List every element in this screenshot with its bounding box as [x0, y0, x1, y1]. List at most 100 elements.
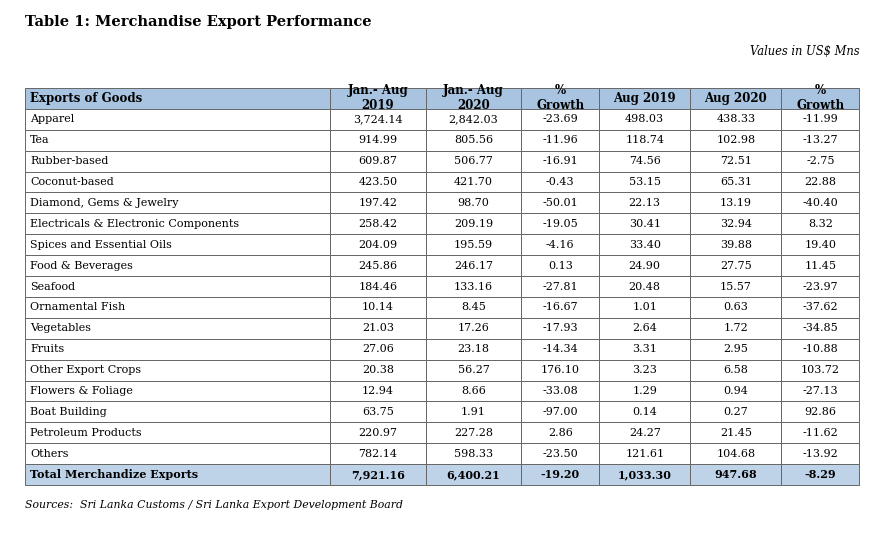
Bar [426, 255, 521, 276]
Text: Total Merchandize Exports: Total Merchandize Exports [30, 469, 198, 480]
Text: -34.85: -34.85 [803, 323, 838, 333]
Bar [25, 276, 330, 297]
Text: Other Export Crops: Other Export Crops [30, 365, 142, 375]
Text: 209.19: 209.19 [454, 219, 493, 229]
Bar [330, 443, 426, 464]
Bar [781, 339, 859, 360]
Bar [25, 422, 330, 443]
Bar [599, 213, 690, 234]
Text: 92.86: 92.86 [804, 407, 836, 417]
Bar [25, 192, 330, 213]
Bar [426, 464, 521, 485]
Bar [25, 130, 330, 151]
Text: Flowers & Foliage: Flowers & Foliage [30, 386, 133, 396]
Text: -50.01: -50.01 [543, 198, 578, 208]
Text: 22.13: 22.13 [628, 198, 661, 208]
Text: 22.88: 22.88 [804, 177, 836, 187]
Text: -23.97: -23.97 [803, 281, 838, 292]
Text: 947.68: 947.68 [714, 469, 758, 480]
Bar [521, 276, 599, 297]
Text: 598.33: 598.33 [454, 449, 493, 458]
Bar [25, 381, 330, 401]
Bar [690, 276, 781, 297]
Bar [690, 88, 781, 109]
Bar [690, 339, 781, 360]
Text: 0.63: 0.63 [723, 302, 749, 313]
Bar [521, 318, 599, 339]
Text: 21.03: 21.03 [362, 323, 394, 333]
Bar [330, 130, 426, 151]
Bar [330, 88, 426, 109]
Text: 72.51: 72.51 [720, 156, 752, 166]
Bar [781, 360, 859, 381]
Text: -11.62: -11.62 [803, 428, 838, 438]
Text: Jan.- Aug
2019: Jan.- Aug 2019 [348, 84, 408, 112]
Bar [690, 318, 781, 339]
Bar [426, 192, 521, 213]
Bar [330, 192, 426, 213]
Bar [521, 234, 599, 255]
Text: 3.23: 3.23 [632, 365, 658, 375]
Bar [781, 234, 859, 255]
Bar [521, 255, 599, 276]
Bar [599, 464, 690, 485]
Bar [25, 213, 330, 234]
Bar [690, 213, 781, 234]
Text: 21.45: 21.45 [720, 428, 752, 438]
Text: 227.28: 227.28 [454, 428, 493, 438]
Text: Diamond, Gems & Jewelry: Diamond, Gems & Jewelry [30, 198, 179, 208]
Text: 103.72: 103.72 [801, 365, 840, 375]
Bar [690, 192, 781, 213]
Text: Seafood: Seafood [30, 281, 75, 292]
Text: 0.14: 0.14 [632, 407, 658, 417]
Bar [690, 381, 781, 401]
Bar [426, 109, 521, 130]
Text: 19.40: 19.40 [804, 240, 836, 249]
Bar [521, 464, 599, 485]
Text: Coconut-based: Coconut-based [30, 177, 114, 187]
Text: 1.29: 1.29 [632, 386, 658, 396]
Text: 0.94: 0.94 [723, 386, 749, 396]
Bar [330, 339, 426, 360]
Text: 20.38: 20.38 [362, 365, 394, 375]
Text: -27.13: -27.13 [803, 386, 838, 396]
Bar [330, 234, 426, 255]
Bar [781, 172, 859, 192]
Bar [426, 360, 521, 381]
Text: -37.62: -37.62 [803, 302, 838, 313]
Bar [25, 234, 330, 255]
Bar [25, 443, 330, 464]
Bar [426, 276, 521, 297]
Text: 10.14: 10.14 [362, 302, 394, 313]
Bar [426, 234, 521, 255]
Text: -13.92: -13.92 [803, 449, 838, 458]
Text: Aug 2020: Aug 2020 [704, 92, 767, 105]
Text: 98.70: 98.70 [458, 198, 489, 208]
Text: 74.56: 74.56 [628, 156, 661, 166]
Bar [599, 318, 690, 339]
Bar [25, 297, 330, 318]
Text: Vegetables: Vegetables [30, 323, 91, 333]
Text: -27.81: -27.81 [543, 281, 578, 292]
Bar [330, 422, 426, 443]
Text: Food & Beverages: Food & Beverages [30, 261, 133, 271]
Text: -0.43: -0.43 [546, 177, 574, 187]
Bar [521, 130, 599, 151]
Bar [599, 192, 690, 213]
Bar [330, 297, 426, 318]
Text: -11.96: -11.96 [543, 135, 578, 145]
Bar [426, 172, 521, 192]
Bar [330, 464, 426, 485]
Text: 8.66: 8.66 [461, 386, 486, 396]
Text: 27.75: 27.75 [720, 261, 751, 271]
Text: Jan.- Aug
2020: Jan.- Aug 2020 [443, 84, 504, 112]
Text: 17.26: 17.26 [458, 323, 489, 333]
Bar [599, 401, 690, 422]
Bar [781, 318, 859, 339]
Bar [781, 88, 859, 109]
Bar [426, 130, 521, 151]
Bar [25, 401, 330, 422]
Bar [781, 401, 859, 422]
Bar [781, 422, 859, 443]
Text: 27.06: 27.06 [362, 344, 394, 354]
